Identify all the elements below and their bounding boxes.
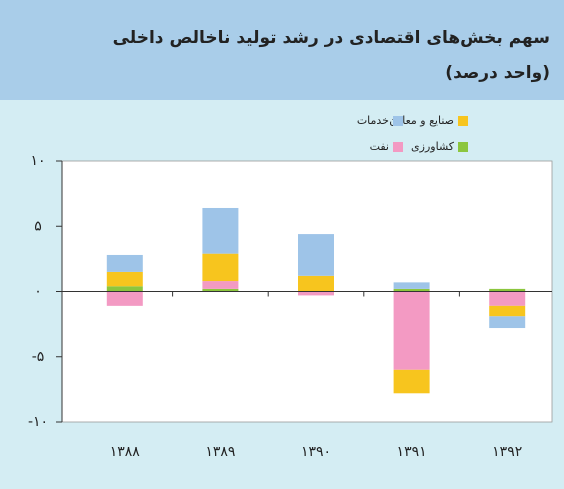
bar bbox=[298, 234, 334, 276]
bar bbox=[393, 369, 430, 394]
chart-title: سهم بخش‌های اقتصادی در رشد تولید ناخالص … bbox=[113, 28, 550, 48]
bar bbox=[489, 305, 526, 317]
bar bbox=[106, 271, 143, 287]
bar bbox=[298, 291, 334, 296]
legend-label: نفت bbox=[370, 140, 389, 153]
bar bbox=[106, 286, 143, 292]
bar bbox=[106, 291, 143, 306]
bar bbox=[393, 288, 430, 292]
bar bbox=[202, 207, 239, 254]
bar bbox=[489, 288, 526, 292]
y-tick-label: ۰ bbox=[34, 284, 42, 300]
x-tick-label: ۱۳۹۰ bbox=[301, 444, 331, 460]
y-tick-label: ۱۰ bbox=[30, 153, 45, 169]
bar bbox=[489, 291, 526, 306]
y-tick-label: -۱۰ bbox=[28, 414, 48, 430]
header bbox=[0, 0, 564, 100]
bar bbox=[202, 281, 239, 289]
legend-swatch bbox=[393, 116, 403, 126]
x-tick-label: ۱۳۸۸ bbox=[110, 444, 141, 460]
legend-label: کشاورزی bbox=[411, 140, 455, 153]
bar bbox=[393, 282, 430, 289]
legend-label: صنایع و معادن bbox=[389, 114, 454, 127]
legend-label: خدمات bbox=[357, 114, 389, 127]
bar bbox=[298, 275, 334, 292]
x-tick-label: ۱۳۸۹ bbox=[205, 444, 235, 460]
bar bbox=[202, 253, 239, 282]
legend-swatch bbox=[458, 116, 468, 126]
x-tick-label: ۱۳۹۱ bbox=[397, 444, 427, 460]
bar bbox=[202, 288, 239, 292]
chart-subtitle: (واحد درصد) bbox=[445, 63, 550, 83]
x-tick-label: ۱۳۹۲ bbox=[492, 444, 522, 460]
legend-swatch bbox=[458, 142, 468, 152]
legend-swatch bbox=[393, 142, 403, 152]
bar bbox=[106, 254, 143, 272]
bar bbox=[393, 291, 430, 370]
bar bbox=[489, 316, 526, 329]
y-tick-label: ۵ bbox=[34, 218, 42, 234]
y-tick-label: -۵ bbox=[32, 349, 45, 365]
